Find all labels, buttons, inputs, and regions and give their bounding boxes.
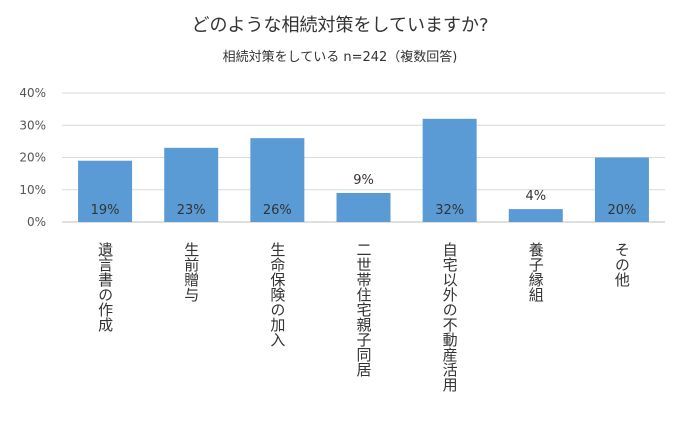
bar bbox=[336, 192, 391, 222]
bars bbox=[78, 118, 649, 222]
y-tick-label: 40% bbox=[19, 86, 46, 100]
y-tick-label: 30% bbox=[19, 118, 46, 132]
data-label: 9% bbox=[353, 173, 374, 188]
y-tick-label: 0% bbox=[27, 215, 46, 229]
gridlines bbox=[62, 92, 665, 223]
category-label: 生命保険の加入 bbox=[268, 242, 286, 347]
x-axis-categories: 遺言書の作成 生前贈与 生命保険の加入 二世帯住宅親子同居 自宅以外の不動産活用 養子縁組… bbox=[96, 242, 631, 393]
chart-subtitle: 相続対策をしている n=242（複数回答) bbox=[223, 49, 458, 65]
data-label: 4% bbox=[525, 189, 546, 204]
bar bbox=[250, 138, 305, 222]
y-axis-ticks: 0% 10% 20% 30% 40% bbox=[19, 86, 46, 229]
chart-title: どのような相続対策をしていますか? bbox=[191, 15, 488, 36]
category-label: 生前贈与 bbox=[182, 242, 200, 303]
y-tick-label: 20% bbox=[19, 151, 46, 165]
bar bbox=[594, 157, 649, 222]
data-label: 20% bbox=[607, 203, 636, 218]
bar bbox=[164, 147, 219, 222]
data-label: 26% bbox=[263, 203, 292, 218]
bar bbox=[78, 160, 133, 222]
bar bbox=[508, 209, 563, 222]
data-label: 32% bbox=[435, 203, 464, 218]
data-labels: 19% 23% 26% 9% 32% 4% 20% bbox=[91, 173, 637, 218]
data-label: 19% bbox=[91, 203, 120, 218]
category-label: 遺言書の作成 bbox=[96, 242, 114, 333]
bar bbox=[422, 118, 477, 222]
data-label: 23% bbox=[177, 203, 206, 218]
category-label: 養子縁組 bbox=[527, 242, 545, 302]
category-label: 自宅以外の不動産活用 bbox=[441, 242, 459, 393]
y-tick-label: 10% bbox=[19, 183, 46, 197]
category-label: 二世帯住宅親子同居 bbox=[355, 242, 373, 377]
category-label: その他 bbox=[613, 242, 631, 288]
